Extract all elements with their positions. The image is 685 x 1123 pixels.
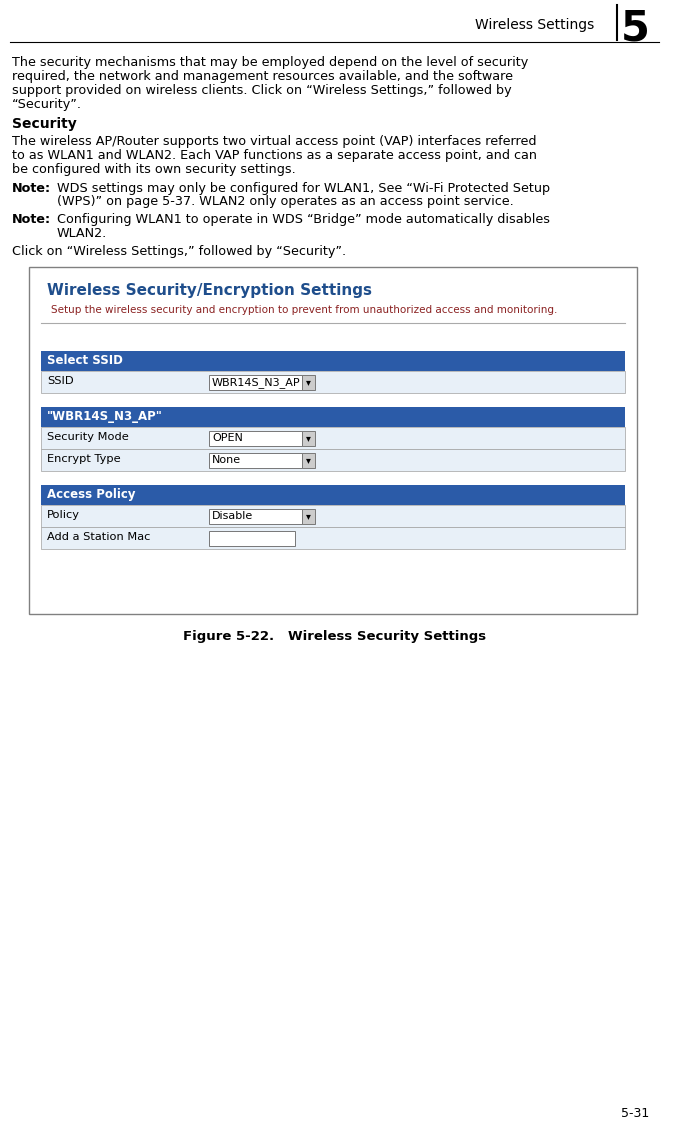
Text: Security: Security [12,117,77,130]
Text: Setup the wireless security and encryption to prevent from unauthorized access a: Setup the wireless security and encrypti… [51,305,557,316]
Bar [41,504,625,527]
Bar [302,453,314,468]
Text: WLAN2.: WLAN2. [57,227,107,240]
Text: Encrypt Type: Encrypt Type [47,454,121,464]
Text: Access Policy: Access Policy [47,487,136,501]
Text: Policy: Policy [47,510,80,520]
Bar [41,351,625,371]
Text: WBR14S_N3_AP: WBR14S_N3_AP [212,377,301,387]
Text: The security mechanisms that may be employed depend on the level of security: The security mechanisms that may be empl… [12,56,528,69]
Text: 5-31: 5-31 [621,1107,649,1120]
Text: Configuring WLAN1 to operate in WDS “Bridge” mode automatically disables: Configuring WLAN1 to operate in WDS “Bri… [57,213,549,227]
Text: ▾: ▾ [306,511,311,521]
Text: Note:: Note: [12,182,51,194]
Bar [209,431,302,446]
Bar [209,509,302,523]
Text: Click on “Wireless Settings,” followed by “Security”.: Click on “Wireless Settings,” followed b… [12,245,346,258]
Text: Wireless Security/Encryption Settings: Wireless Security/Encryption Settings [47,283,372,299]
Text: Select SSID: Select SSID [47,354,123,367]
Text: ▾: ▾ [306,377,311,387]
Bar [302,431,314,446]
Text: None: None [212,455,241,465]
Bar [41,407,625,427]
Bar [209,375,302,390]
Text: Disable: Disable [212,511,253,521]
Text: “Security”.: “Security”. [12,98,82,111]
Text: be configured with its own security settings.: be configured with its own security sett… [12,163,295,175]
Text: required, the network and management resources available, and the software: required, the network and management res… [12,70,513,83]
Bar [41,449,625,471]
Bar [41,427,625,449]
Text: to as WLAN1 and WLAN2. Each VAP functions as a separate access point, and can: to as WLAN1 and WLAN2. Each VAP function… [12,148,537,162]
Text: WDS settings may only be configured for WLAN1, See “Wi-Fi Protected Setup: WDS settings may only be configured for … [57,182,550,194]
Text: ▾: ▾ [306,455,311,465]
Text: OPEN: OPEN [212,432,243,442]
Bar [41,371,625,393]
Text: Figure 5-22.   Wireless Security Settings: Figure 5-22. Wireless Security Settings [183,630,486,643]
Bar [29,267,637,614]
Text: The wireless AP/Router supports two virtual access point (VAP) interfaces referr: The wireless AP/Router supports two virt… [12,135,536,147]
Text: Note:: Note: [12,213,51,227]
Text: (WPS)” on page 5-37. WLAN2 only operates as an access point service.: (WPS)” on page 5-37. WLAN2 only operates… [57,195,514,209]
Text: Security Mode: Security Mode [47,432,129,441]
Bar [302,509,314,523]
Text: ▾: ▾ [306,433,311,444]
Text: Wireless Settings: Wireless Settings [475,18,594,31]
Text: Add a Station Mac: Add a Station Mac [47,531,150,541]
Bar [41,485,625,504]
Bar [41,527,625,548]
Text: 5: 5 [621,8,649,51]
Bar [302,375,314,390]
Bar [209,453,302,468]
Text: SSID: SSID [47,376,73,386]
Text: support provided on wireless clients. Click on “Wireless Settings,” followed by: support provided on wireless clients. Cl… [12,84,511,97]
Bar [209,530,295,546]
Text: "WBR14S_N3_AP": "WBR14S_N3_AP" [47,410,163,423]
